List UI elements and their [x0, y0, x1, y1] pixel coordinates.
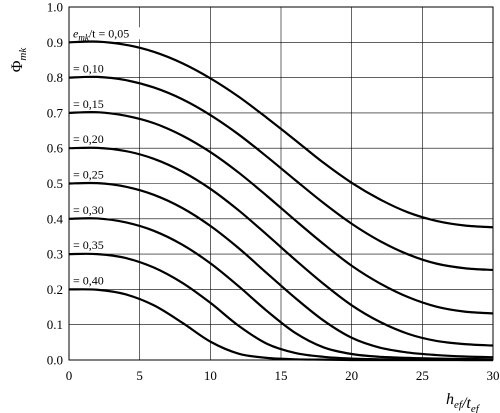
y-tick-label: 0.2 — [47, 282, 63, 297]
series-label-bg — [71, 203, 113, 216]
series-label-bg — [71, 27, 141, 40]
x-tick-label: 10 — [204, 368, 217, 383]
y-tick-label: 0.9 — [47, 35, 63, 50]
y-tick-label: 0.8 — [47, 70, 63, 85]
plot-frame — [68, 6, 494, 361]
y-tick-label: 0.3 — [47, 247, 63, 262]
y-tick-label: 0.7 — [47, 105, 64, 120]
x-tick-label: 15 — [275, 368, 288, 383]
grid-layer — [68, 6, 494, 361]
series-label-5: = 0,30 — [73, 203, 104, 217]
y-axis-title: Φmk — [9, 47, 29, 73]
label-layer: emk/t = 0,05 = 0,10 = 0,15 = 0,20 = 0,25 = 0,… — [71, 26, 141, 287]
series-line-5 — [68, 217, 494, 361]
series-label-2: = 0,15 — [73, 97, 104, 111]
series-label-4: = 0,25 — [73, 168, 104, 182]
tick-layer: 0 5 10 15 20 25 30 0.0 0.1 0.2 0.3 0.4 0.5 0.6 0.7 0.8 0… — [47, 0, 500, 383]
series-label-rest: /t = 0,05 — [89, 26, 129, 40]
series-label-0: emk/t = 0,05 — [73, 26, 129, 42]
series-label-7: = 0,40 — [73, 273, 104, 287]
series-line-1 — [68, 75, 494, 272]
series-line-2 — [68, 110, 494, 315]
series-label-bg — [71, 168, 113, 181]
x-axis-title: hef/tef — [446, 391, 481, 413]
y-tick-label: 0.1 — [47, 317, 63, 332]
x-tick-label: 0 — [66, 368, 73, 383]
x-tick-label: 30 — [487, 368, 500, 383]
series-label-bg — [71, 133, 113, 146]
series-label-prefix: e — [73, 26, 79, 40]
x-tick-label: 5 — [136, 368, 143, 383]
series-line-4 — [68, 181, 494, 359]
series-label-6: = 0,35 — [73, 238, 104, 252]
series-label-bg — [71, 274, 113, 287]
y-tick-label: 1.0 — [47, 0, 63, 15]
y-tick-label: 0.0 — [47, 353, 63, 368]
y-tick-label: 0.6 — [47, 141, 64, 156]
x-tick-label: 25 — [416, 368, 429, 383]
y-tick-label: 0.4 — [47, 211, 64, 226]
x-tick-label: 20 — [345, 368, 358, 383]
series-line-3 — [68, 146, 494, 347]
series-label-bg — [71, 239, 113, 252]
series-label-1: = 0,10 — [73, 62, 104, 76]
series-label-bg — [71, 97, 113, 110]
series-line-0 — [68, 40, 494, 229]
y-tick-label: 0.5 — [47, 176, 63, 191]
series-label-3: = 0,20 — [73, 132, 104, 146]
series-label-sub: mk — [78, 32, 89, 42]
series-label-bg — [71, 62, 113, 75]
